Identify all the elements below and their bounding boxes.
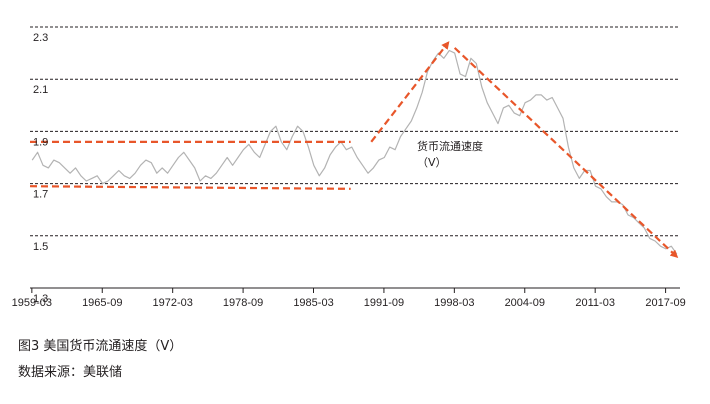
x-tick-label: 1972-03 bbox=[152, 297, 192, 309]
y-tick-label: 1.7 bbox=[33, 189, 48, 201]
x-tick-label: 1998-03 bbox=[434, 297, 474, 309]
annotation-line-1: 货币流通速度 bbox=[417, 139, 483, 153]
y-tick-label: 1.9 bbox=[33, 136, 48, 148]
x-tick-label: 2017-09 bbox=[645, 297, 685, 309]
velocity-series-line bbox=[31, 49, 678, 255]
series-layer bbox=[31, 49, 678, 255]
y-tick-label: 1.5 bbox=[33, 241, 48, 253]
x-axis bbox=[30, 287, 680, 293]
x-tick-label: 2011-03 bbox=[575, 297, 615, 309]
trend-line bbox=[29, 185, 351, 190]
x-tick-label: 1985-03 bbox=[293, 297, 333, 309]
figure-source: 数据来源：美联储 bbox=[18, 365, 123, 380]
x-tick-label: 1978-09 bbox=[223, 297, 263, 309]
x-tick-label: 1991-09 bbox=[364, 297, 404, 309]
trend-line bbox=[453, 47, 679, 259]
x-tick-label: 1959-03 bbox=[12, 297, 52, 309]
y-tick-label: 2.1 bbox=[33, 84, 48, 96]
figure-title: 图3 美国货币流通速度（V） bbox=[18, 339, 183, 354]
x-tick-label: 2004-09 bbox=[505, 297, 545, 309]
gridlines bbox=[30, 26, 680, 237]
trend-line bbox=[370, 41, 450, 143]
x-tick-label: 1965-09 bbox=[82, 297, 122, 309]
annotation-line-2: （V） bbox=[417, 156, 447, 169]
y-tick-label: 1.3 bbox=[33, 293, 48, 305]
y-tick-label: 2.3 bbox=[33, 32, 48, 44]
trend-lines bbox=[29, 41, 679, 259]
